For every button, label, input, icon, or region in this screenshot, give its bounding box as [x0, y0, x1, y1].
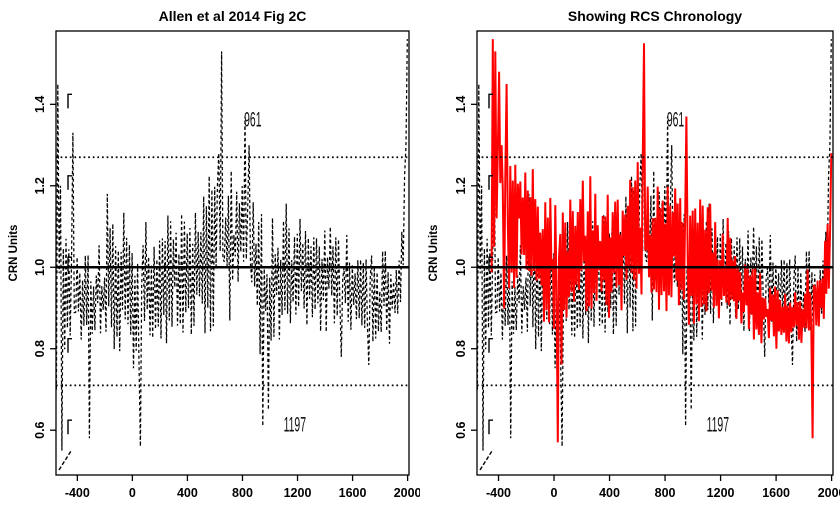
inner-axis-artifact-label: 0.6: [56, 426, 65, 439]
x-tick-label: 800: [655, 486, 676, 500]
x-tick-label: 800: [232, 486, 253, 500]
corner-artifact: [479, 450, 493, 471]
y-tick-label: 1.0: [33, 259, 47, 276]
y-tick-label: 1.2: [33, 177, 47, 194]
x-tick-label: 0: [551, 486, 558, 500]
annotation-961: 961: [667, 108, 684, 132]
x-tick-label: -400: [65, 486, 90, 500]
x-tick-label: 2000: [818, 486, 840, 500]
annotation-1197: 1197: [707, 412, 729, 436]
y-tick-label: 0.8: [454, 340, 468, 357]
plot-border: [476, 30, 834, 476]
annotation-961: 961: [244, 108, 261, 132]
inner-axis-artifact-label: 1.4: [477, 100, 486, 113]
y-tick-label: 1.0: [454, 259, 468, 276]
inner-axis-artifact-bracket: [488, 256, 493, 272]
x-tick-label: 2000: [394, 486, 420, 500]
corner-artifact: [58, 450, 72, 471]
inner-axis-artifact-bracket: [488, 419, 493, 435]
left-chart-title: Allen et al 2014 Fig 2C: [158, 8, 307, 24]
inner-axis-artifact-bracket: [488, 338, 493, 353]
annotation-1197: 1197: [284, 412, 306, 436]
inner-axis-artifact-bracket: [67, 175, 72, 190]
right-chart-title: Showing RCS Chronology: [567, 8, 743, 24]
inner-axis-artifact-bracket: [488, 93, 493, 109]
chart-panel-left: Allen et al 2014 Fig 2C CRN Units 961 119…: [8, 8, 420, 500]
x-tick-label: 400: [177, 486, 198, 500]
y-tick-label: 0.6: [454, 421, 468, 438]
inner-axis-artifact-bracket: [67, 338, 72, 353]
inner-axis-artifact-bracket: [488, 175, 493, 190]
x-tick-label: 0: [129, 486, 136, 500]
inner-axis-artifact-bracket: [67, 419, 72, 435]
y-tick-label: 0.6: [33, 421, 47, 438]
plot-border: [55, 30, 410, 476]
inner-axis-artifact-label: 1.4: [56, 100, 65, 113]
series-rcs-chronology: [490, 39, 833, 443]
inner-axis-artifact-bracket: [67, 256, 72, 272]
inner-axis-artifact-label: 0.6: [477, 426, 486, 439]
y-tick-label: 1.4: [454, 96, 468, 113]
right-chart-plot: 9611197-40004008001200160020000.60.60.80…: [454, 30, 840, 500]
y-tick-label: 1.4: [33, 96, 47, 113]
x-tick-label: 1600: [762, 486, 790, 500]
series-allen-2014-chronology: [56, 39, 408, 451]
x-tick-label: 400: [599, 486, 620, 500]
chart-panel-right: Showing RCS Chronology CRN Units 961 1197…: [420, 0, 840, 520]
x-tick-label: 1200: [707, 486, 735, 500]
y-tick-label: 0.8: [33, 340, 47, 357]
x-tick-label: 1600: [339, 486, 367, 500]
inner-axis-artifact-bracket: [67, 93, 72, 109]
y-tick-label: 1.2: [454, 177, 468, 194]
x-tick-label: 1200: [284, 486, 312, 500]
x-tick-label: -400: [486, 486, 511, 500]
